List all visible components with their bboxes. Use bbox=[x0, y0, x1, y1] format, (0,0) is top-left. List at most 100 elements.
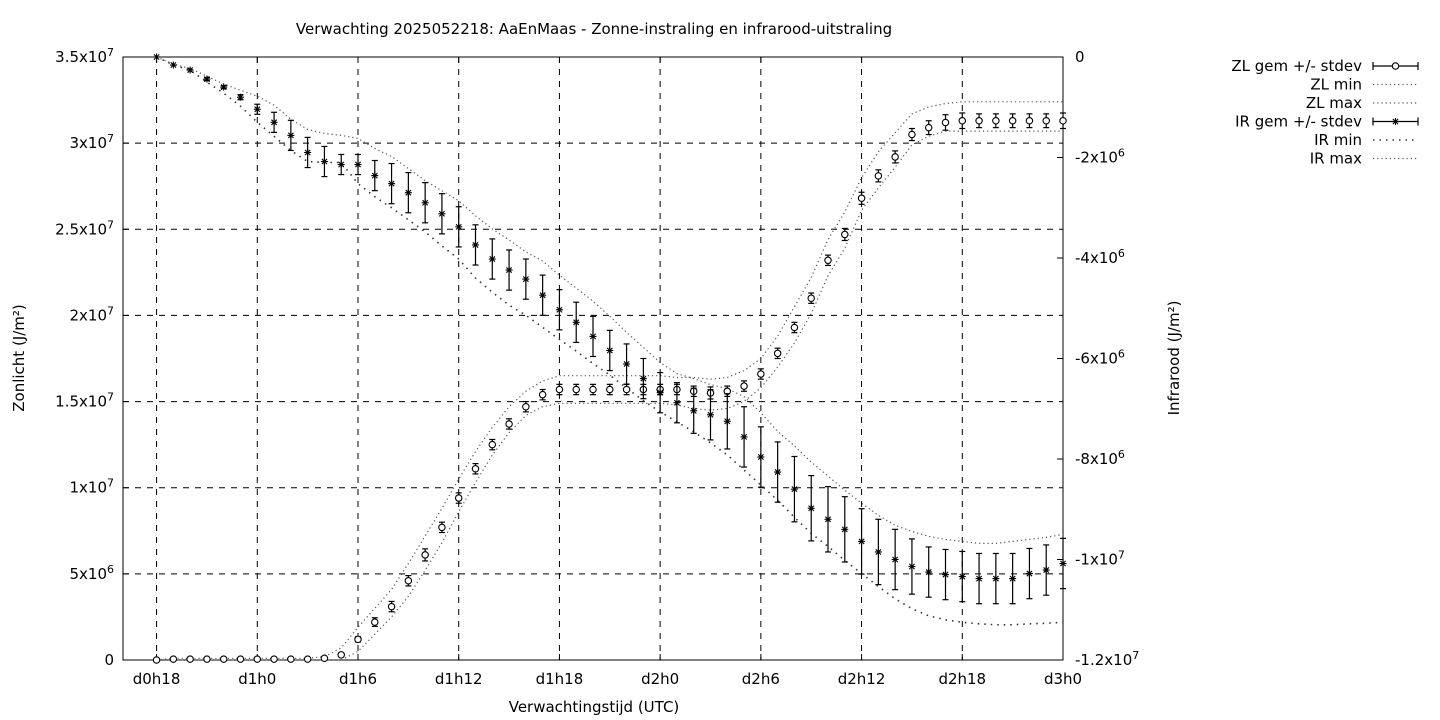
zl-point bbox=[975, 116, 983, 125]
legend-label: IR min bbox=[1314, 131, 1362, 149]
ir-point bbox=[472, 241, 479, 249]
y2-tick-label: -8x106 bbox=[1075, 448, 1125, 468]
ir-point bbox=[539, 291, 547, 299]
series-line-zl-min bbox=[156, 130, 1063, 661]
ir-point bbox=[237, 93, 244, 101]
zl-point bbox=[924, 123, 933, 132]
zl-point bbox=[874, 172, 883, 180]
zl-point bbox=[471, 465, 480, 473]
zl-point bbox=[757, 370, 765, 378]
y2-axis-label: Infrarood (J/m²) bbox=[1165, 301, 1183, 416]
zl-point bbox=[438, 523, 446, 532]
zl-point bbox=[1059, 116, 1067, 125]
ir-point bbox=[320, 158, 328, 166]
series-line-ir-max bbox=[156, 56, 1064, 544]
legend-item: ZL gem +/- stdev bbox=[1231, 57, 1419, 75]
series-layer bbox=[152, 53, 1067, 664]
ir-point bbox=[1059, 560, 1067, 568]
y2-tick-label: 0 bbox=[1075, 48, 1085, 66]
ir-point bbox=[1009, 575, 1017, 583]
legend-label: IR gem +/- stdev bbox=[1235, 113, 1362, 131]
zl-point bbox=[454, 494, 463, 502]
ir-point bbox=[807, 504, 815, 512]
zl-point bbox=[522, 402, 530, 411]
ir-point bbox=[287, 131, 295, 139]
legend-item: ZL max bbox=[1306, 94, 1418, 112]
zl-point bbox=[488, 440, 497, 449]
legend-label: IR max bbox=[1310, 150, 1362, 168]
x-tick-label: d2h18 bbox=[938, 670, 986, 688]
legend-marker bbox=[1392, 118, 1399, 125]
zl-point bbox=[555, 385, 564, 394]
ir-point bbox=[606, 346, 614, 354]
ir-point bbox=[404, 189, 412, 197]
y2-tick-label: -1x107 bbox=[1075, 549, 1125, 569]
ir-point bbox=[925, 568, 933, 576]
ir-point bbox=[891, 556, 899, 563]
zl-point bbox=[589, 385, 597, 394]
x-axis-label: Verwachtingstijd (UTC) bbox=[509, 698, 680, 716]
zl-point bbox=[287, 655, 295, 663]
ir-point bbox=[153, 53, 161, 61]
y-axis-label: Zonlicht (J/m²) bbox=[10, 304, 28, 412]
ir-point bbox=[958, 573, 966, 581]
x-tick-label: d1h0 bbox=[238, 670, 276, 688]
ir-point bbox=[522, 275, 530, 283]
ir-point bbox=[455, 223, 463, 231]
legend-item: IR max bbox=[1310, 150, 1418, 168]
zl-point bbox=[606, 385, 614, 394]
zl-point bbox=[1008, 116, 1017, 125]
zl-point bbox=[1042, 116, 1050, 125]
x-tick-label: d1h6 bbox=[339, 670, 377, 688]
ir-point bbox=[656, 389, 664, 397]
ir-point bbox=[169, 61, 177, 69]
zl-point bbox=[891, 153, 899, 161]
ir-point bbox=[371, 172, 379, 180]
zl-point bbox=[857, 194, 866, 203]
legend-item: IR min bbox=[1314, 131, 1418, 149]
ir-point bbox=[505, 266, 513, 274]
legend-label: ZL min bbox=[1310, 76, 1362, 94]
ir-point bbox=[824, 515, 832, 523]
legend-item: ZL min bbox=[1310, 76, 1418, 94]
ir-point bbox=[673, 399, 681, 407]
zl-point bbox=[337, 651, 345, 659]
ir-point bbox=[203, 75, 211, 83]
zl-point bbox=[186, 655, 194, 663]
legend-label: ZL gem +/- stdev bbox=[1231, 57, 1362, 75]
x-tick-label: d2h6 bbox=[742, 670, 780, 688]
ir-point bbox=[740, 433, 748, 441]
ir-point bbox=[874, 548, 882, 556]
ir-point bbox=[992, 575, 1000, 583]
ir-point bbox=[858, 537, 866, 545]
ir-point bbox=[438, 210, 446, 218]
y2-tick-label: -1.2x107 bbox=[1075, 649, 1139, 669]
ir-point bbox=[707, 411, 714, 419]
y-tick-label: 2x107 bbox=[69, 304, 114, 324]
zl-point bbox=[1025, 116, 1034, 125]
ir-point bbox=[337, 161, 345, 169]
ir-point bbox=[572, 318, 580, 326]
zl-point bbox=[824, 256, 832, 265]
zl-point bbox=[253, 655, 262, 663]
series-line-zl-max bbox=[156, 101, 1063, 661]
ir-point bbox=[841, 525, 849, 533]
ir-point bbox=[623, 360, 631, 368]
ir-point bbox=[304, 148, 312, 156]
zl-point bbox=[807, 294, 815, 302]
zl-point bbox=[421, 551, 429, 559]
y-axis-ticks: 0 5x106 1x107 1.5x107 2x107 2.5x107 3x107 3.5x1… bbox=[55, 46, 129, 669]
x-tick-label: d3h0 bbox=[1044, 670, 1082, 688]
gridlines bbox=[123, 56, 1064, 661]
ir-point bbox=[723, 417, 731, 425]
zl-point bbox=[236, 655, 245, 663]
ir-point bbox=[1025, 570, 1033, 578]
ir-point bbox=[488, 255, 496, 263]
zl-point bbox=[371, 618, 379, 626]
zl-point bbox=[958, 116, 967, 125]
ir-point bbox=[253, 105, 261, 113]
ir-point bbox=[942, 571, 949, 579]
x-tick-label: d2h12 bbox=[838, 670, 886, 688]
x-tick-label: d2h0 bbox=[641, 670, 679, 688]
